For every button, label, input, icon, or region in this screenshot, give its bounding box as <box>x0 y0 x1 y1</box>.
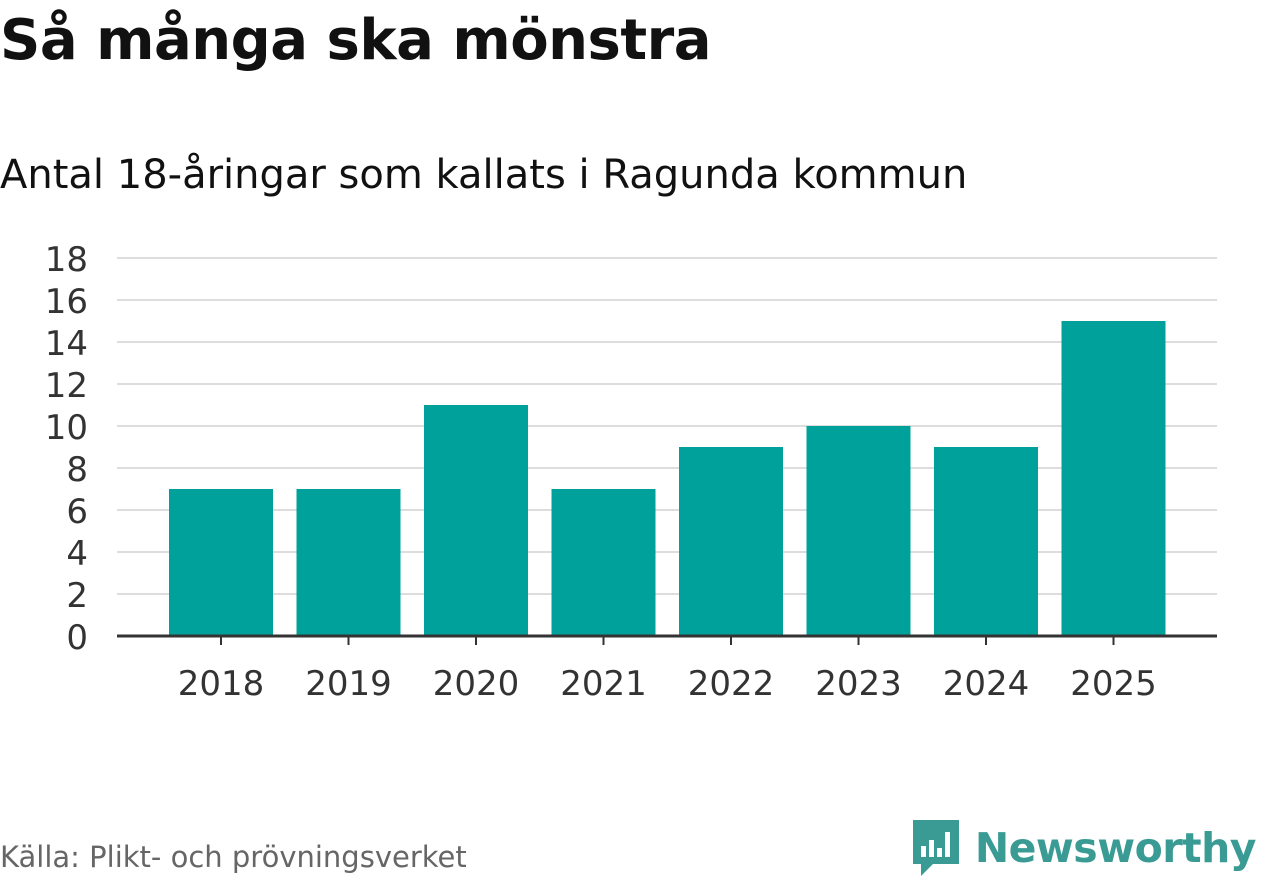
y-tick-label: 2 <box>66 576 88 616</box>
y-tick-label: 16 <box>45 282 88 322</box>
x-tick-label: 2021 <box>560 664 647 704</box>
y-tick-label: 14 <box>45 324 88 364</box>
brand-logo: Newsworthy <box>911 818 1257 878</box>
x-tick-label: 2024 <box>943 664 1030 704</box>
y-tick-label: 4 <box>66 534 88 574</box>
chart-title: Så många ska mönstra <box>0 8 712 73</box>
y-tick-label: 6 <box>66 492 88 532</box>
y-tick-label: 10 <box>45 408 88 448</box>
brand-name: Newsworthy <box>974 824 1257 872</box>
y-tick-label: 8 <box>66 450 88 490</box>
bar-2018 <box>169 489 273 636</box>
y-tick-label: 12 <box>45 366 88 406</box>
y-tick-label: 18 <box>45 240 88 280</box>
bar-2024 <box>934 447 1038 636</box>
bar-2025 <box>1061 321 1166 636</box>
x-tick-label: 2022 <box>688 664 775 704</box>
bar-2021 <box>551 489 656 636</box>
x-tick-label: 2019 <box>305 664 392 704</box>
y-tick-label: 0 <box>66 618 88 658</box>
bar-2023 <box>806 426 911 636</box>
x-tick-label: 2020 <box>433 664 520 704</box>
newsworthy-logo-icon <box>912 820 959 876</box>
bar-2019 <box>296 489 401 636</box>
chart-subtitle: Antal 18-åringar som kallats i Ragunda k… <box>0 152 968 198</box>
x-tick-label: 2018 <box>178 664 265 704</box>
source-note: Källa: Plikt- och prövningsverket <box>0 840 467 874</box>
bar-2022 <box>679 447 783 636</box>
x-tick-label: 2023 <box>815 664 902 704</box>
bar-2020 <box>424 405 528 636</box>
x-tick-label: 2025 <box>1070 664 1157 704</box>
